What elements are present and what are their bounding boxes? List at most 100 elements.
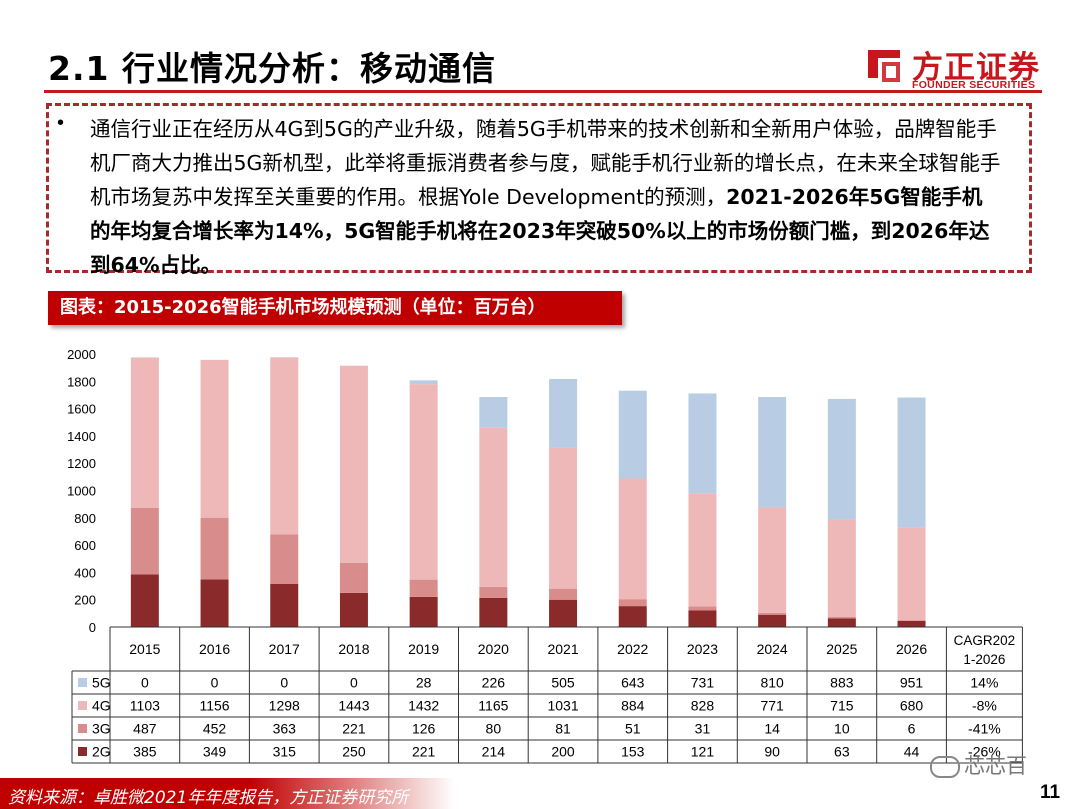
table-value-5g: 810: [760, 675, 784, 691]
bar-5g-2023: [688, 393, 717, 494]
y-tick-label: 0: [89, 620, 96, 635]
summary-box: [46, 103, 1032, 273]
bar-3g-2025: [827, 617, 856, 619]
bar-5g-2024: [758, 396, 787, 508]
x-category-label: 2019: [408, 641, 439, 657]
legend-label-3g: 3G: [92, 721, 111, 737]
watermark: 芯芯百: [930, 750, 1027, 780]
legend-swatch-4g: [78, 701, 87, 710]
y-tick-label: 1400: [67, 429, 96, 444]
bar-5g-2019: [409, 380, 438, 385]
bar-5g-2026: [897, 397, 926, 528]
table-value-5g: 731: [691, 675, 715, 691]
brand-name-cn: 方正证券: [912, 50, 1040, 86]
table-value-5g: 883: [830, 675, 854, 691]
table-value-2g: 349: [203, 744, 227, 760]
y-tick-label: 2000: [67, 347, 96, 362]
legend-swatch-3g: [78, 724, 87, 733]
bar-5g-2020: [479, 396, 508, 428]
bar-2g-2021: [549, 599, 578, 627]
table-value-4g: 715: [830, 698, 854, 714]
table-value-2g: 200: [551, 744, 575, 760]
table-value-3g: 81: [555, 721, 571, 737]
y-tick-label: 400: [74, 565, 96, 580]
bar-4g-2015: [130, 357, 159, 508]
bar-4g-2017: [270, 357, 299, 535]
table-value-3g: 80: [486, 721, 502, 737]
bar-5g-2021: [549, 378, 578, 448]
bar-4g-2021: [549, 447, 578, 589]
table-value-4g: 828: [691, 698, 715, 714]
bar-4g-2016: [200, 359, 229, 518]
y-tick-label: 1800: [67, 374, 96, 389]
table-value-4g: 680: [900, 698, 924, 714]
table-value-3g: 10: [834, 721, 850, 737]
source-bar: [0, 778, 455, 809]
bar-2g-2015: [130, 574, 159, 627]
bar-2g-2016: [200, 579, 229, 627]
bar-3g-2019: [409, 579, 438, 597]
legend-label-5g: 5G: [92, 675, 111, 691]
table-value-2g: 214: [482, 744, 506, 760]
y-tick-label: 200: [74, 593, 96, 608]
table-value-2g: 153: [621, 744, 645, 760]
page-number: 11: [1040, 782, 1061, 803]
source-text: 资料来源：卓胜微2021年年度报告，方正证券研究所: [8, 788, 409, 808]
bar-4g-2023: [688, 493, 717, 607]
table-value-5g: 226: [482, 675, 506, 691]
y-tick-label: 600: [74, 538, 96, 553]
watermark-text: 芯芯百: [964, 755, 1027, 778]
x-category-label: 2024: [757, 641, 788, 657]
table-value-3g: 487: [133, 721, 157, 737]
bar-3g-2016: [200, 517, 229, 580]
bar-2g-2023: [688, 610, 717, 627]
table-value-2g: 44: [904, 744, 920, 760]
table-value-5g: 643: [621, 675, 645, 691]
summary-highlight: 2021-2026年5G智能手机的年均复合增长率为14%，5G智能手机将在202…: [90, 185, 990, 277]
table-cagr-5g: 14%: [970, 675, 998, 691]
bar-4g-2026: [897, 527, 926, 621]
bar-2g-2024: [758, 614, 787, 627]
x-category-label: 2020: [478, 641, 509, 657]
table-value-5g: 28: [416, 675, 432, 691]
table-value-2g: 221: [412, 744, 436, 760]
bar-4g-2020: [479, 427, 508, 587]
bullet-mark: •: [57, 112, 65, 134]
table-value-2g: 63: [834, 744, 850, 760]
bar-2g-2026: [897, 620, 926, 627]
page-title: 2.1 行业情况分析：移动通信: [48, 49, 496, 88]
bar-3g-2024: [758, 612, 787, 615]
x-category-label: 2021: [547, 641, 578, 657]
bar-4g-2019: [409, 384, 438, 580]
x-category-label: 2023: [687, 641, 718, 657]
legend-swatch-5g: [78, 678, 87, 687]
legend-swatch-2g: [78, 747, 87, 756]
table-value-2g: 315: [273, 744, 297, 760]
x-category-label: 2015: [129, 641, 160, 657]
table-cagr-3g: -41%: [968, 721, 1001, 737]
table-value-5g: 0: [211, 675, 219, 691]
table-value-4g: 1103: [130, 698, 160, 714]
table-value-3g: 452: [203, 721, 227, 737]
table-value-4g: 1432: [408, 698, 439, 714]
table-value-3g: 221: [342, 721, 366, 737]
y-tick-label: 1200: [67, 456, 96, 471]
bar-3g-2023: [688, 606, 717, 611]
table-value-4g: 884: [621, 698, 645, 714]
bar-2g-2018: [339, 592, 368, 627]
bar-3g-2020: [479, 586, 508, 598]
table-value-3g: 14: [764, 721, 780, 737]
table-cagr-4g: -8%: [972, 698, 997, 714]
title-rule: [44, 90, 1042, 93]
bar-4g-2025: [827, 519, 856, 618]
table-value-4g: 1443: [338, 698, 369, 714]
table-value-2g: 250: [342, 744, 366, 760]
table-value-4g: 1156: [199, 698, 229, 714]
brand-logo: 方正证券 FOUNDER SECURITIES: [864, 42, 1044, 94]
table-cagr-2g: -26%: [968, 744, 1001, 760]
bar-3g-2021: [549, 588, 578, 600]
bar-3g-2015: [130, 507, 159, 575]
wechat-icon: [930, 756, 960, 779]
table-value-5g: 505: [551, 675, 575, 691]
table-value-3g: 363: [273, 721, 297, 737]
